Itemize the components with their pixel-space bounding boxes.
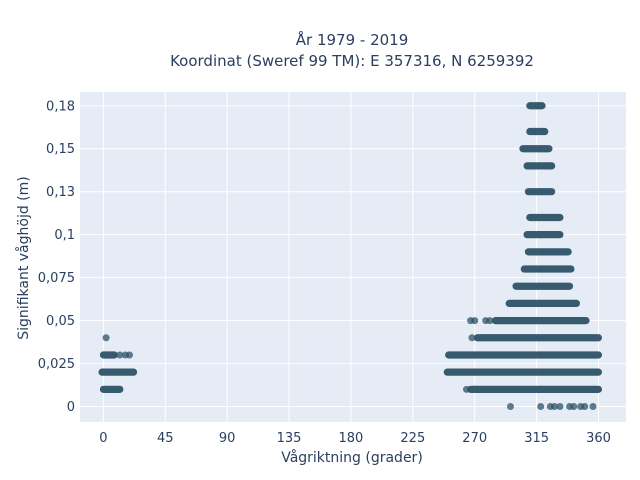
y-tick-label: 0,13 bbox=[46, 185, 75, 200]
marker-band bbox=[99, 385, 124, 393]
data-point bbox=[506, 403, 514, 411]
data-point bbox=[556, 403, 564, 411]
data-point bbox=[589, 403, 597, 411]
marker-band bbox=[99, 351, 118, 359]
data-point bbox=[486, 317, 494, 325]
y-axis-title: Signifikant våghöjd (m) bbox=[15, 176, 32, 339]
marker-band bbox=[445, 351, 602, 359]
marker-band bbox=[443, 368, 602, 376]
marker-band bbox=[98, 368, 138, 376]
x-tick-label: 270 bbox=[462, 431, 487, 446]
y-tick-label: 0,1 bbox=[54, 228, 75, 243]
marker-band bbox=[524, 248, 572, 256]
marker-band bbox=[505, 299, 580, 308]
data-point bbox=[570, 403, 578, 411]
x-axis-title: Vågriktning (grader) bbox=[281, 449, 423, 466]
y-tick-label: 0,025 bbox=[38, 357, 75, 372]
y-tick-label: 0,05 bbox=[46, 314, 75, 329]
data-marks bbox=[98, 102, 602, 411]
x-tick-label: 45 bbox=[157, 431, 174, 446]
data-point bbox=[116, 351, 124, 359]
marker-band bbox=[523, 231, 564, 239]
y-tick-label: 0,15 bbox=[46, 142, 75, 157]
marker-band bbox=[526, 127, 549, 136]
data-point bbox=[468, 334, 476, 342]
marker-band bbox=[512, 282, 574, 290]
data-point bbox=[550, 403, 558, 411]
x-tick-label: 0 bbox=[99, 431, 107, 446]
y-tick-label: 0 bbox=[67, 400, 75, 415]
x-tick-labels: 0 45 90 135 180 225 270 315 360 bbox=[99, 431, 611, 446]
marker-band bbox=[519, 145, 553, 153]
data-point bbox=[537, 403, 545, 411]
chart-title-line-1: År 1979 - 2019 bbox=[296, 30, 409, 49]
x-tick-label: 135 bbox=[277, 431, 302, 446]
x-tick-label: 225 bbox=[400, 431, 425, 446]
marker-band bbox=[524, 188, 556, 196]
y-tick-label: 0,075 bbox=[38, 271, 75, 286]
x-tick-label: 90 bbox=[219, 431, 236, 446]
data-point bbox=[471, 317, 479, 325]
chart-title-line-2: Koordinat (Sweref 99 TM): E 357316, N 62… bbox=[170, 52, 534, 70]
x-tick-label: 360 bbox=[586, 431, 611, 446]
x-tick-label: 180 bbox=[339, 431, 364, 446]
marker-band bbox=[467, 385, 602, 393]
marker-band bbox=[473, 334, 602, 342]
marker-band bbox=[526, 102, 546, 110]
y-tick-label: 0,18 bbox=[46, 99, 75, 114]
data-point bbox=[126, 351, 134, 359]
marker-band bbox=[526, 213, 564, 222]
x-tick-label: 315 bbox=[524, 431, 549, 446]
marker-band bbox=[520, 265, 575, 273]
marker-band bbox=[523, 162, 556, 170]
data-point bbox=[102, 334, 110, 342]
data-point bbox=[462, 385, 470, 393]
data-point bbox=[581, 403, 589, 411]
marker-band bbox=[491, 316, 590, 325]
y-tick-labels: 0 0,025 0,05 0,075 0,1 0,13 0,15 0,18 bbox=[38, 99, 75, 415]
